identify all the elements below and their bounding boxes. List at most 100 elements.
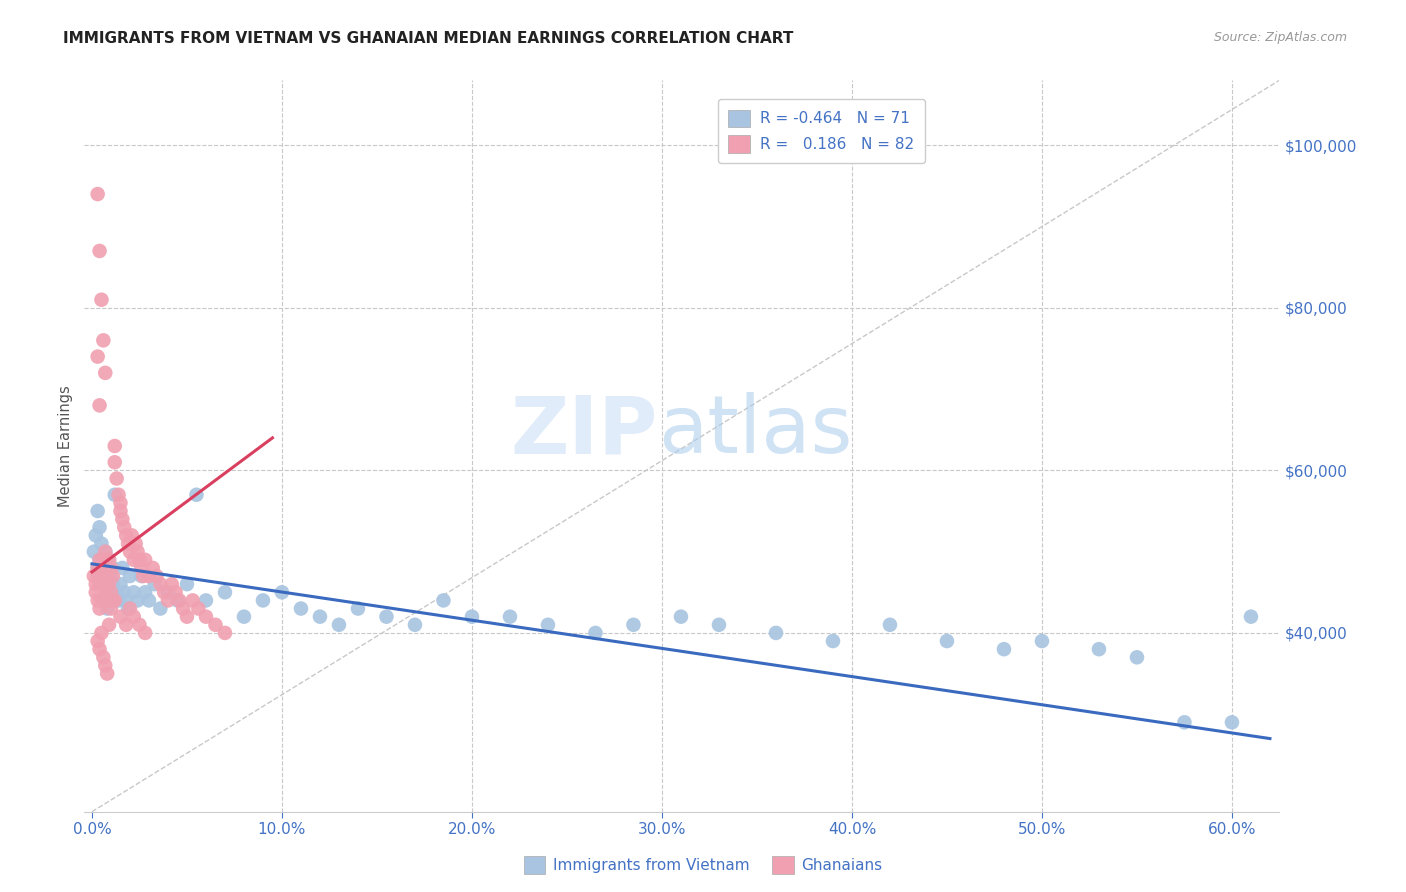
Point [118, 569, 141, 583]
Point [86, 634, 108, 648]
Point [89, 569, 111, 583]
Point [90, 536, 112, 550]
Point [93, 593, 115, 607]
Point [1173, 715, 1195, 730]
Point [90, 577, 112, 591]
Point [100, 569, 122, 583]
Point [104, 439, 127, 453]
Point [204, 617, 226, 632]
Point [107, 593, 129, 607]
Point [94, 544, 117, 558]
Point [110, 496, 132, 510]
Point [153, 585, 176, 599]
Point [98, 577, 121, 591]
Point [669, 609, 692, 624]
Point [176, 577, 198, 591]
Point [118, 544, 141, 558]
Point [89, 244, 111, 258]
Point [214, 626, 236, 640]
Point [115, 528, 138, 542]
Point [86, 569, 108, 583]
Point [115, 617, 138, 632]
Point [707, 617, 730, 632]
Point [1031, 634, 1053, 648]
Point [93, 577, 115, 591]
Point [142, 561, 165, 575]
Point [121, 528, 143, 542]
Text: atlas: atlas [658, 392, 852, 470]
Point [128, 617, 150, 632]
Point [83, 544, 105, 558]
Point [122, 553, 145, 567]
Point [94, 544, 117, 558]
Point [89, 553, 111, 567]
Point [93, 650, 115, 665]
Point [105, 585, 128, 599]
Point [821, 634, 844, 648]
Point [89, 601, 111, 615]
Point [149, 601, 172, 615]
Point [537, 617, 560, 632]
Point [1240, 609, 1263, 624]
Point [187, 601, 209, 615]
Y-axis label: Median Earnings: Median Earnings [58, 385, 73, 507]
Point [347, 601, 370, 615]
Point [879, 617, 901, 632]
Point [107, 488, 129, 502]
Point [623, 617, 645, 632]
Point [328, 617, 350, 632]
Point [585, 626, 607, 640]
Point [90, 569, 112, 583]
Point [84, 528, 107, 542]
Point [115, 593, 138, 607]
Point [90, 561, 112, 575]
Point [112, 585, 135, 599]
Point [499, 609, 522, 624]
Point [194, 593, 217, 607]
Point [90, 626, 112, 640]
Point [96, 666, 118, 681]
Point [765, 626, 787, 640]
Legend: R = -0.464   N = 71, R =   0.186   N = 82: R = -0.464 N = 71, R = 0.186 N = 82 [717, 99, 925, 163]
Point [156, 585, 179, 599]
Point [143, 577, 166, 591]
Point [156, 593, 179, 607]
Point [93, 561, 115, 575]
Point [160, 577, 183, 591]
Point [111, 561, 134, 575]
Point [131, 569, 153, 583]
Point [181, 593, 204, 607]
Text: ZIP: ZIP [510, 392, 658, 470]
Point [111, 512, 134, 526]
Point [271, 585, 294, 599]
Point [117, 536, 139, 550]
Point [98, 553, 121, 567]
Point [110, 609, 132, 624]
Point [86, 350, 108, 364]
Point [134, 585, 156, 599]
Point [233, 609, 256, 624]
Point [1088, 642, 1111, 657]
Point [172, 601, 194, 615]
Point [375, 609, 398, 624]
Point [90, 293, 112, 307]
Point [194, 609, 217, 624]
Point [290, 601, 312, 615]
Point [101, 561, 124, 575]
Point [128, 553, 150, 567]
Text: Source: ZipAtlas.com: Source: ZipAtlas.com [1213, 31, 1347, 45]
Point [122, 585, 145, 599]
Point [98, 585, 121, 599]
Point [936, 634, 959, 648]
Point [89, 520, 111, 534]
Point [90, 593, 112, 607]
Point [117, 601, 139, 615]
Point [94, 658, 117, 673]
Point [96, 569, 118, 583]
Point [104, 488, 127, 502]
Point [86, 187, 108, 202]
Point [110, 504, 132, 518]
Point [993, 642, 1015, 657]
Point [89, 642, 111, 657]
Point [94, 561, 117, 575]
